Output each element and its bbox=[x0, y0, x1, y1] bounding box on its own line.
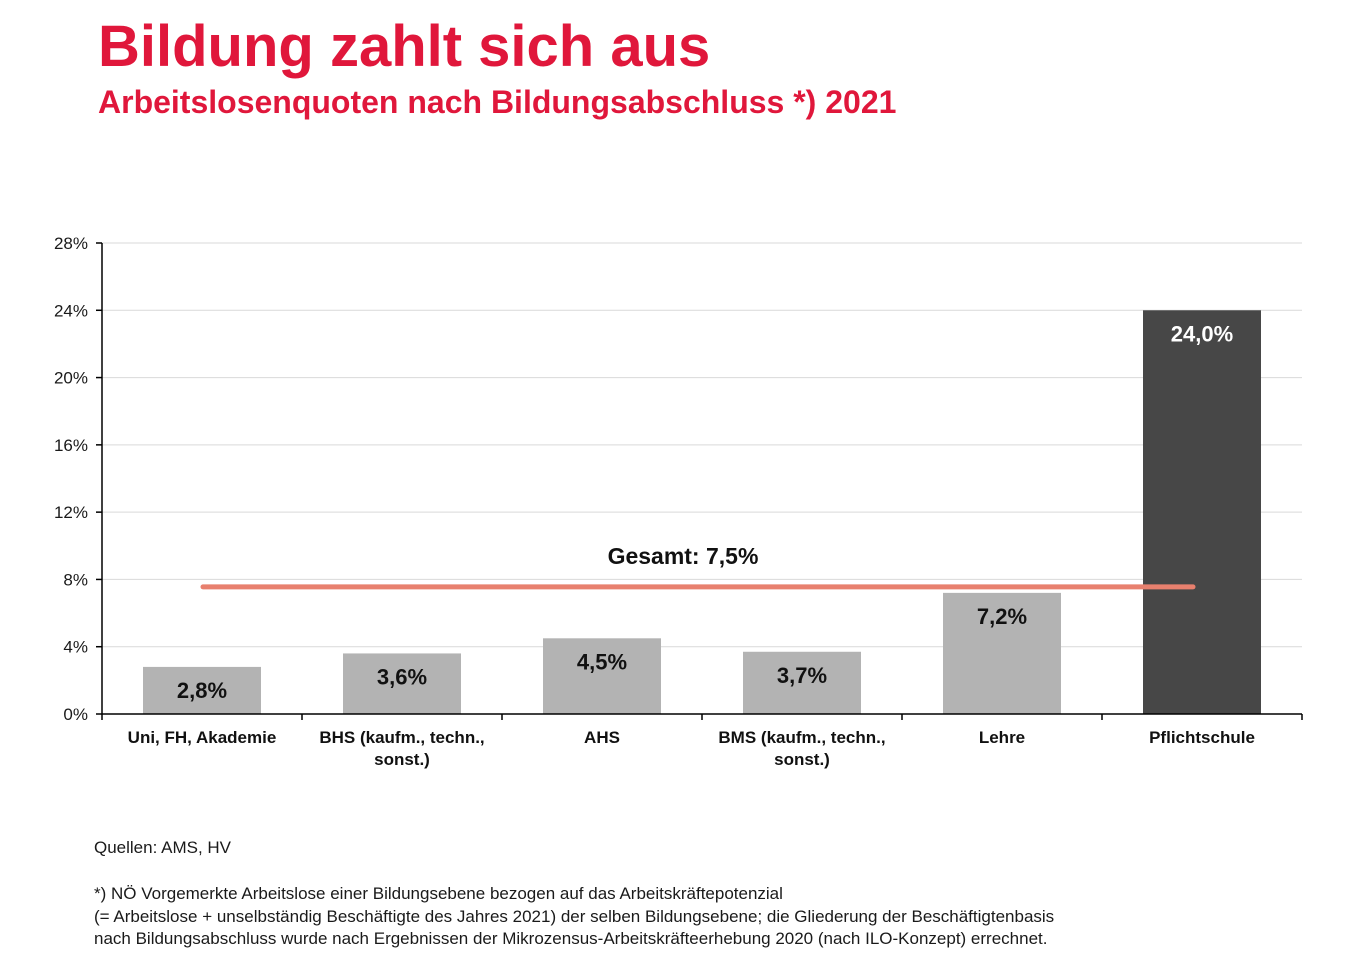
footnote-line: *) NÖ Vorgemerkte Arbeitslose einer Bild… bbox=[94, 884, 783, 903]
data-label: 24,0% bbox=[1171, 321, 1233, 346]
bar-chart: 0% 4% 8% 12% 16% 20% 24% 28% 2,8% 3,6% 4,5% 3,7% 7,2… bbox=[54, 234, 1303, 769]
bar bbox=[943, 592, 1061, 714]
chart-title: Bildung zahlt sich aus bbox=[98, 14, 711, 79]
x-tick-label: sonst.) bbox=[774, 750, 830, 769]
bar bbox=[743, 651, 861, 714]
chart-subtitle: Arbeitslosenquoten nach Bildungsabschlus… bbox=[98, 84, 897, 120]
x-tick-label: Pflichtschule bbox=[1149, 728, 1255, 747]
x-tick-label: Lehre bbox=[979, 728, 1025, 747]
data-label: 3,6% bbox=[377, 664, 427, 689]
bar bbox=[1143, 310, 1261, 714]
y-tick-label: 20% bbox=[54, 369, 88, 388]
data-label: 4,5% bbox=[577, 649, 627, 674]
bar bbox=[143, 666, 261, 714]
data-label: 3,7% bbox=[777, 663, 827, 688]
sources-note: Quellen: AMS, HV bbox=[94, 838, 232, 857]
y-tick-label: 0% bbox=[63, 705, 88, 724]
x-tick-label: BHS (kaufm., techn., bbox=[319, 728, 484, 747]
footnote-line: (= Arbeitslose + unselbständig Beschäfti… bbox=[94, 906, 1055, 926]
bar bbox=[343, 653, 461, 714]
y-tick-label: 16% bbox=[54, 436, 88, 455]
data-label: 7,2% bbox=[977, 604, 1027, 629]
data-label: 2,8% bbox=[177, 678, 227, 703]
y-tick-label: 28% bbox=[54, 234, 88, 253]
footnote-line: nach Bildungsabschluss wurde nach Ergebn… bbox=[94, 929, 1048, 948]
bar bbox=[543, 638, 661, 714]
y-tick-label: 8% bbox=[63, 570, 88, 589]
y-tick-label: 4% bbox=[63, 638, 88, 657]
x-tick-label: sonst.) bbox=[374, 750, 430, 769]
y-tick-label: 24% bbox=[54, 301, 88, 320]
y-tick-label: 12% bbox=[54, 503, 88, 522]
x-tick-label: BMS (kaufm., techn., bbox=[718, 728, 885, 747]
x-tick-label: Uni, FH, Akademie bbox=[128, 728, 277, 747]
x-tick-label: AHS bbox=[584, 728, 620, 747]
footnote: *) NÖ Vorgemerkte Arbeitslose einer Bild… bbox=[94, 883, 1054, 951]
reference-line-label: Gesamt: 7,5% bbox=[608, 543, 759, 569]
